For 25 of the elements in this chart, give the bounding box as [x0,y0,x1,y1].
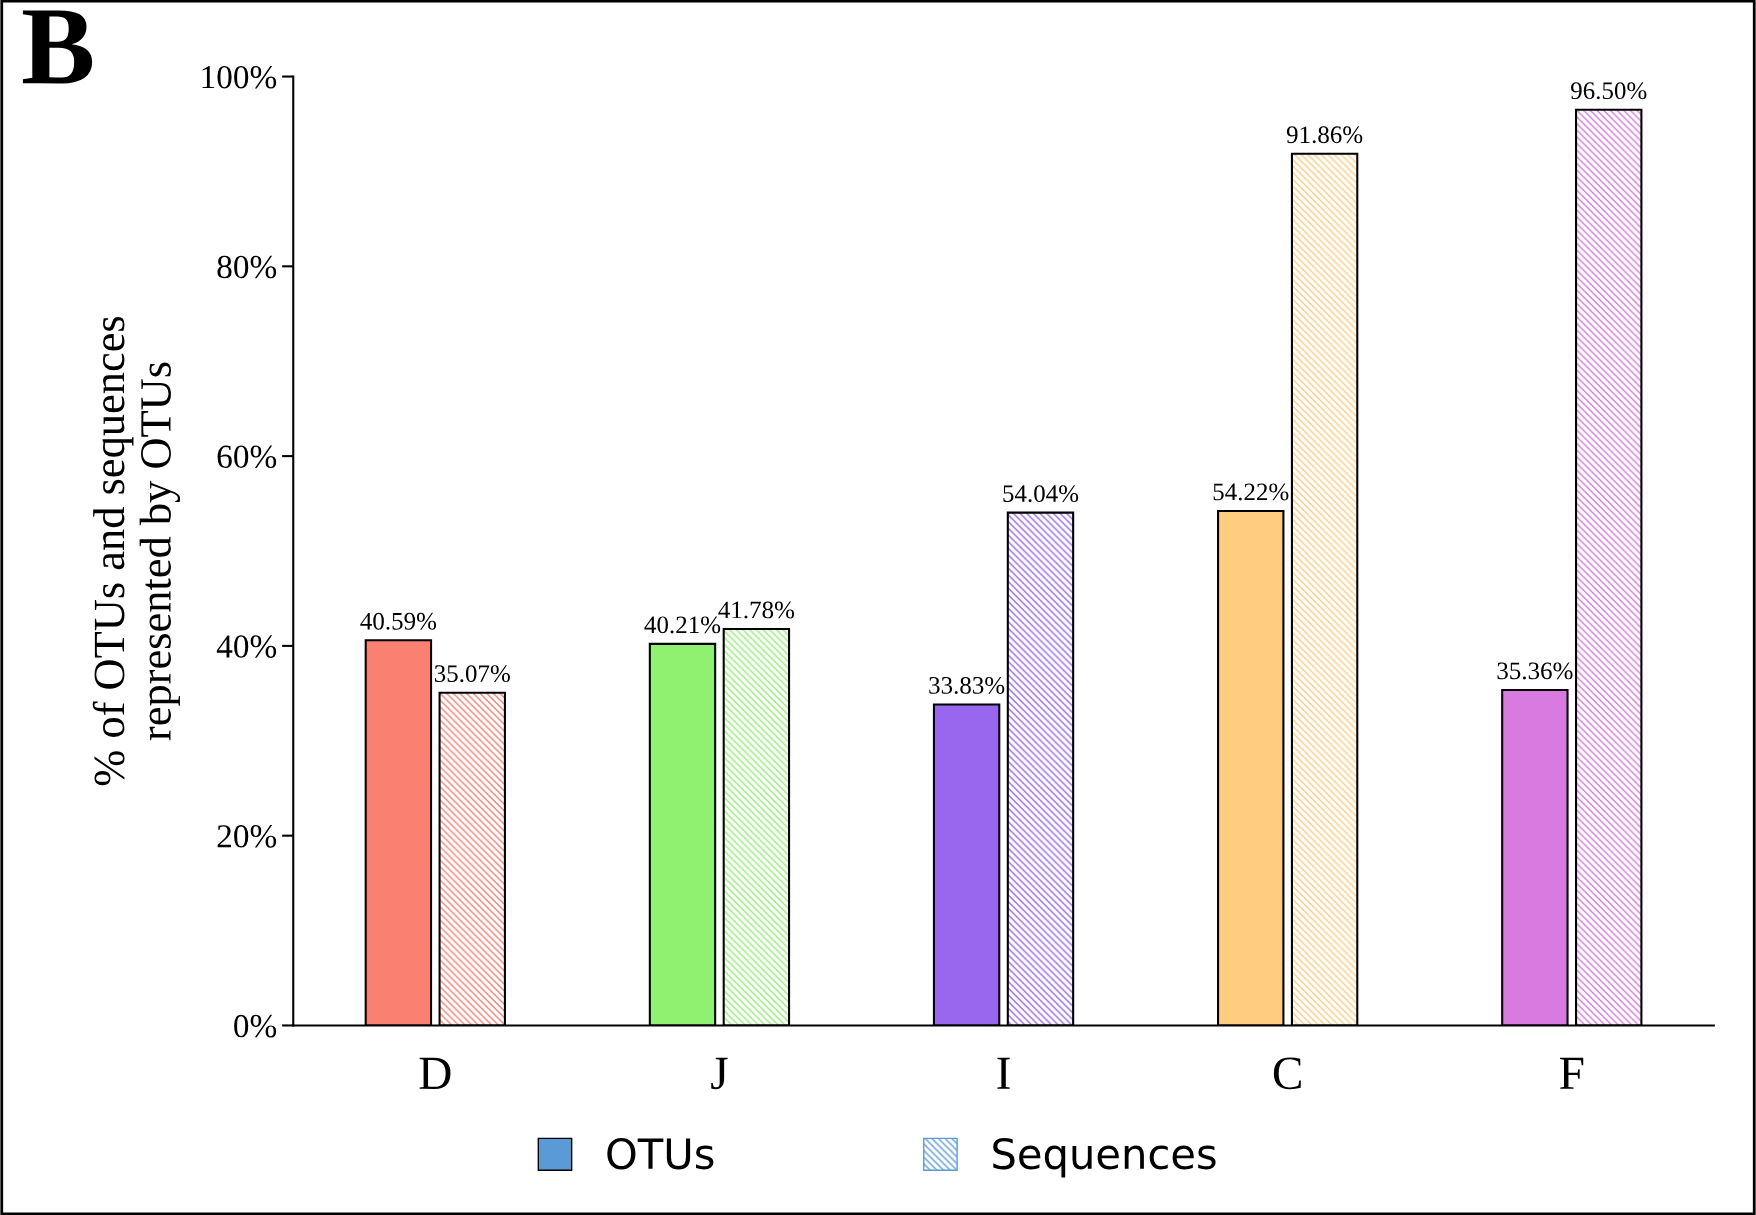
x-tick-label: F [1560,1057,1584,1089]
y-tick-label: 20% [217,825,277,848]
text: Sequences [993,1137,1216,1178]
data-label: 96.50% [1571,82,1647,100]
y-tick-label: 100% [202,65,277,89]
x-tick-label: I [997,1057,1010,1089]
y-tick-label: 40% [216,635,277,658]
data-label: 40.59% [360,612,437,630]
data-label: 91.86% [1286,126,1363,144]
data-label: 41.78% [718,601,795,619]
x-tick-label: J [711,1057,728,1090]
text: OTUs [607,1137,714,1170]
x-tick-label: C [1273,1057,1301,1090]
data-label: 54.04% [1003,485,1079,503]
data-label: 40.21% [644,616,721,634]
data-label: 54.22% [1213,483,1289,501]
data-label: 35.07% [434,665,510,683]
y-tick-label: 0% [234,1014,277,1038]
data-label: 35.36% [1497,662,1573,680]
chart-title: B [22,10,93,84]
y-tick-label: 60% [217,445,277,469]
y-axis-title: % of OTUs and sequences represented by OTUs [92,316,181,786]
y-tick-label: 80% [217,255,277,279]
x-tick-label: D [419,1057,451,1089]
data-label: 33.83% [929,676,1005,694]
